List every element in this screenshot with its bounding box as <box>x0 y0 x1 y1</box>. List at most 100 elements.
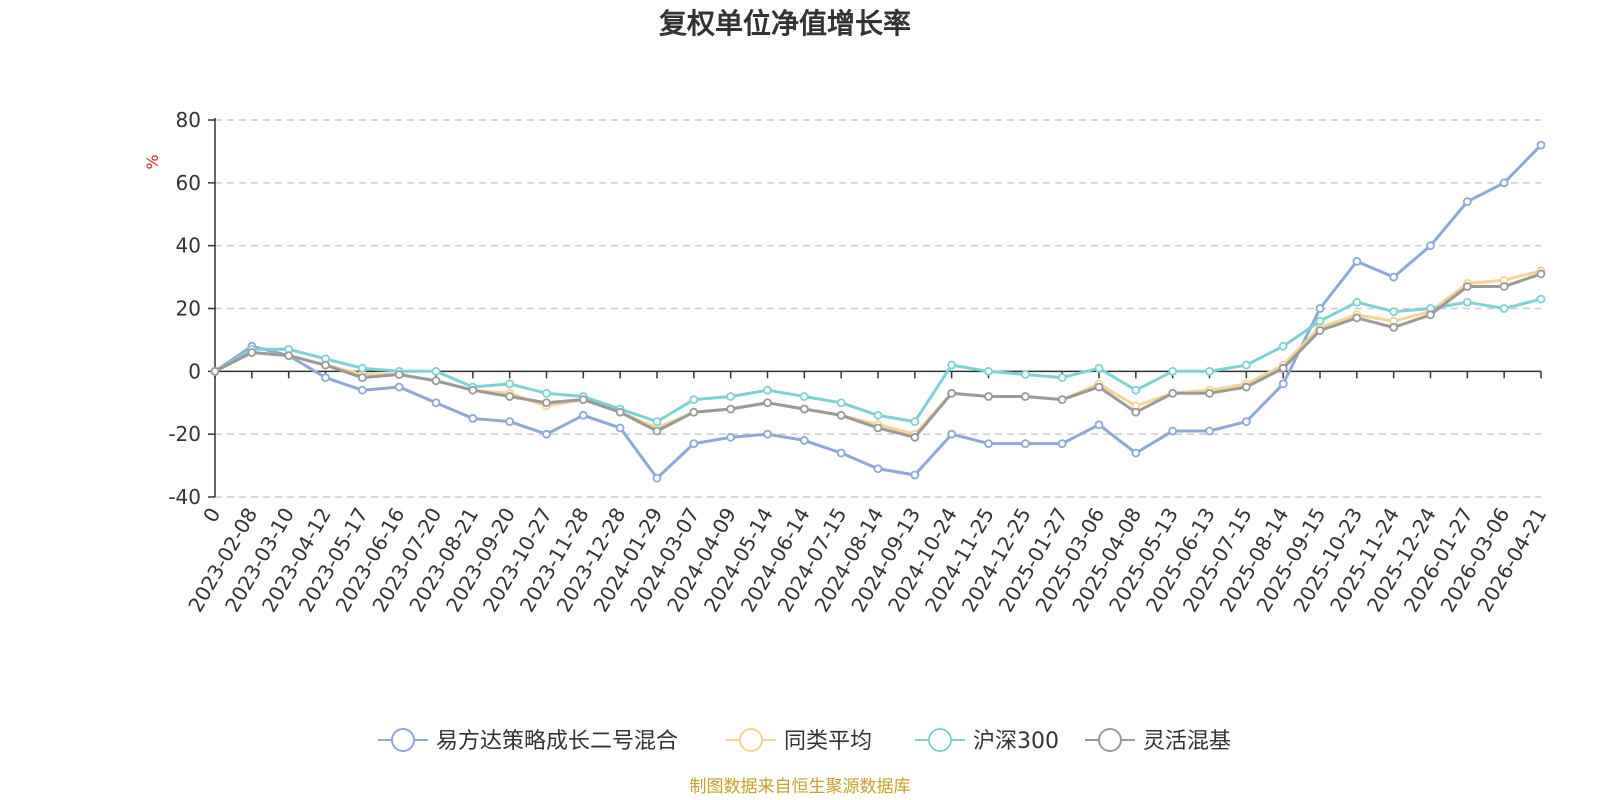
legend-marker <box>739 728 763 752</box>
data-point <box>542 398 551 408</box>
series-line <box>214 297 1542 424</box>
data-point <box>836 410 846 420</box>
legend[interactable]: 易方达策略成长二号混合 同类平均 沪深300 灵活混基 <box>378 728 1231 754</box>
y-tick-label: 0 <box>188 359 201 383</box>
data-point <box>1131 448 1141 458</box>
data-point <box>505 417 515 427</box>
data-point <box>1168 426 1178 436</box>
y-tick-label: 80 <box>176 108 201 132</box>
data-point <box>799 436 809 445</box>
data-point <box>1315 304 1325 313</box>
data-point <box>394 382 404 392</box>
data-point <box>1462 297 1472 307</box>
data-point <box>357 363 367 373</box>
legend-label: 同类平均 <box>784 729 872 754</box>
data-point <box>1094 420 1104 430</box>
data-point <box>1499 178 1509 188</box>
data-point <box>763 429 772 439</box>
data-point <box>910 417 920 427</box>
data-point <box>726 404 736 414</box>
legend-item[interactable]: 同类平均 <box>726 728 872 754</box>
grid-lines <box>215 119 1541 498</box>
data-point <box>947 388 957 398</box>
data-point <box>984 366 993 376</box>
data-point <box>1536 269 1546 279</box>
data-point <box>763 385 772 395</box>
legend-label: 灵活混基 <box>1143 729 1231 754</box>
data-point <box>873 410 883 420</box>
data-point <box>431 366 441 376</box>
data-point <box>763 398 772 408</box>
data-point <box>1315 316 1325 326</box>
data-point <box>910 470 920 480</box>
data-point <box>836 398 846 408</box>
data-point <box>247 348 257 357</box>
data-point <box>505 379 515 389</box>
y-tick-label: -20 <box>168 422 201 446</box>
data-point <box>836 448 846 458</box>
legend-item[interactable]: 灵活混基 <box>1085 728 1231 754</box>
y-tick-label: -40 <box>168 485 201 509</box>
data-point <box>689 439 699 448</box>
data-point <box>1020 439 1030 448</box>
data-point <box>652 417 662 427</box>
data-point <box>468 385 478 395</box>
data-point <box>1131 385 1141 395</box>
data-point <box>1205 388 1214 398</box>
data-point <box>1205 426 1214 436</box>
data-point <box>1094 363 1104 373</box>
data-point <box>615 423 625 433</box>
data-point <box>1057 373 1067 383</box>
data-point <box>1057 439 1067 448</box>
data-point <box>726 392 736 401</box>
series-lines <box>210 140 1546 483</box>
data-point <box>1389 322 1399 332</box>
data-point <box>984 439 993 448</box>
data-point <box>542 388 551 398</box>
series-line <box>214 269 1542 436</box>
legend-label: 易方达策略成长二号混合 <box>436 729 678 754</box>
data-point <box>1462 197 1472 207</box>
data-point <box>284 351 294 361</box>
data-point <box>873 464 883 474</box>
data-point <box>431 376 441 386</box>
data-point <box>321 373 330 383</box>
data-point <box>1241 417 1251 427</box>
data-point <box>1389 307 1399 317</box>
data-point <box>1241 360 1251 370</box>
legend-item[interactable]: 沪深300 <box>915 728 1059 754</box>
data-point <box>652 426 662 436</box>
legend-marker <box>1098 728 1122 752</box>
data-point <box>1352 313 1362 323</box>
data-point <box>1536 294 1546 304</box>
data-point <box>210 366 220 376</box>
data-point <box>1020 370 1030 379</box>
data-point <box>1426 241 1435 251</box>
data-point <box>431 398 441 408</box>
data-point <box>1389 272 1399 282</box>
data-point <box>799 404 809 414</box>
chart-title: 复权单位净值增长率 <box>659 7 911 40</box>
data-point <box>321 360 330 370</box>
data-point <box>1462 282 1472 291</box>
legend-marker <box>928 728 952 752</box>
data-point <box>984 392 993 401</box>
y-axis-unit: % <box>143 154 162 169</box>
data-point <box>873 423 883 433</box>
legend-item[interactable]: 易方达策略成长二号混合 <box>378 728 678 754</box>
data-point <box>1315 326 1325 335</box>
data-point <box>505 392 515 401</box>
data-point <box>1205 366 1214 376</box>
data-point <box>1241 382 1251 392</box>
x-axis-ticks: 02023-02-082023-03-102023-04-122023-05-1… <box>183 371 1551 616</box>
data-point <box>652 473 662 483</box>
data-point <box>1278 341 1288 351</box>
data-point <box>947 429 957 439</box>
data-point <box>394 370 404 379</box>
legend-label: 沪深300 <box>973 729 1059 754</box>
axes <box>214 118 1541 497</box>
data-point <box>1057 395 1067 405</box>
data-point <box>468 414 478 423</box>
data-point <box>689 407 699 417</box>
